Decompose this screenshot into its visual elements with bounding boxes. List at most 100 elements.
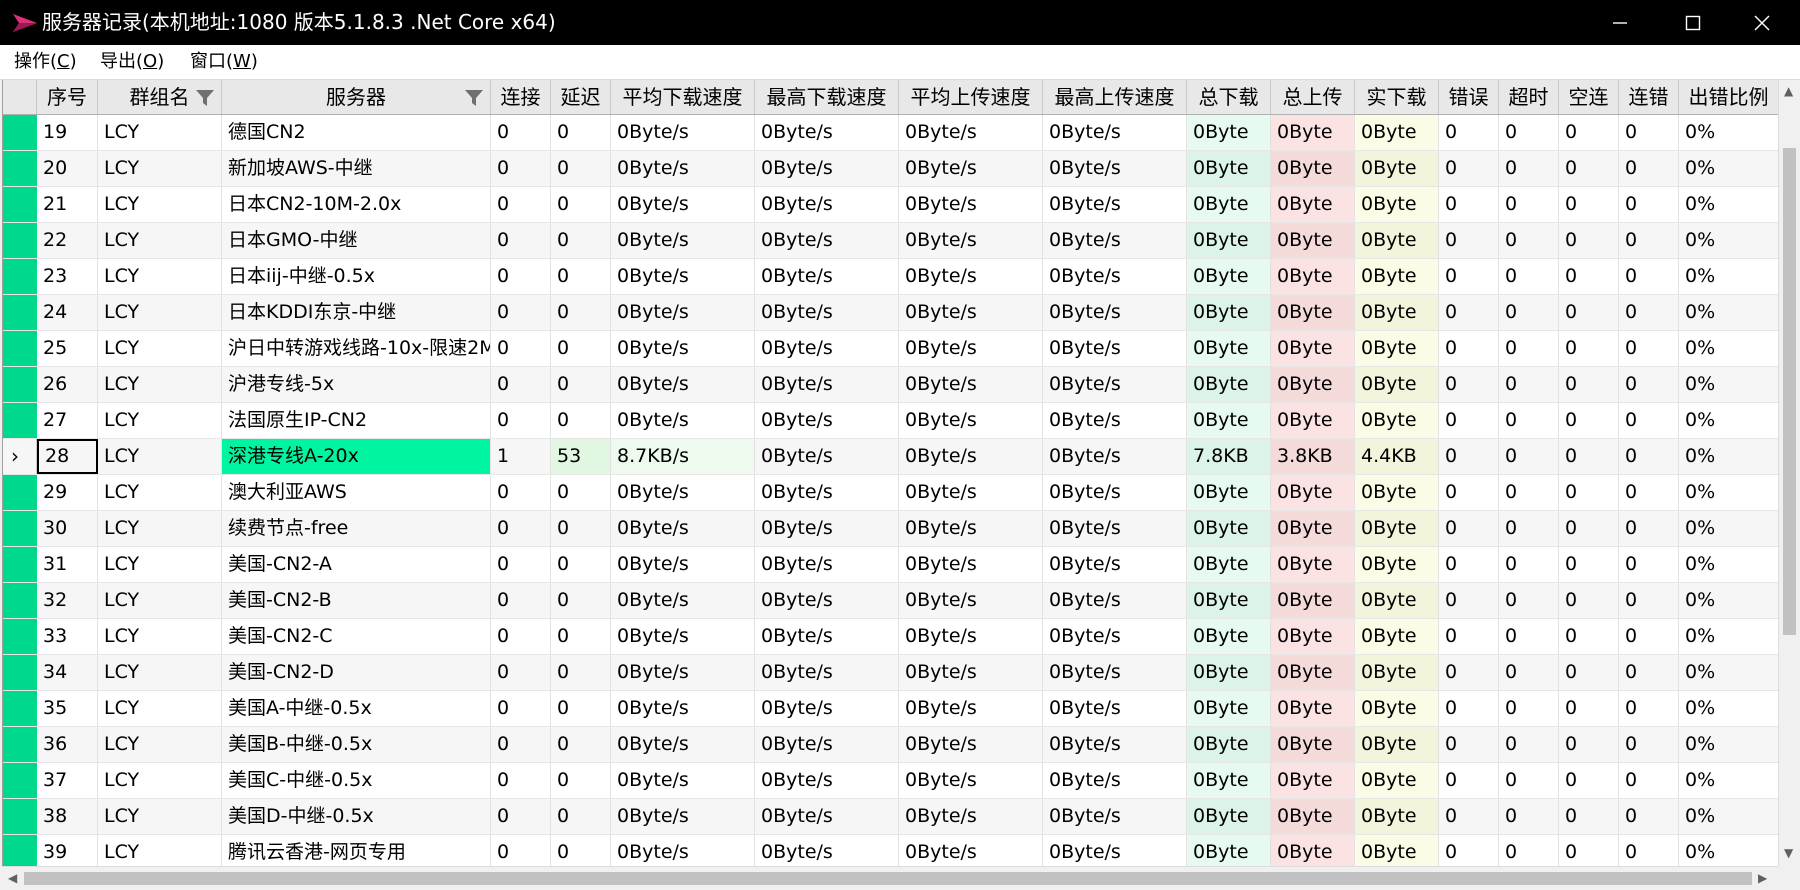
cell-error-ratio[interactable]: 0%	[1679, 835, 1779, 866]
cell-avg-download[interactable]: 0Byte/s	[611, 511, 755, 546]
cell-max-upload[interactable]: 0Byte/s	[1043, 223, 1187, 258]
cell-server[interactable]: 美国-CN2-C	[222, 619, 491, 654]
cell-connections[interactable]: 0	[491, 187, 551, 222]
cell-real-download[interactable]: 0Byte	[1355, 295, 1439, 330]
cell-delay[interactable]: 0	[551, 475, 611, 510]
cell-delay[interactable]: 0	[551, 691, 611, 726]
column-header-connections[interactable]: 连接	[491, 80, 551, 114]
cell-timeouts[interactable]: 0	[1499, 223, 1559, 258]
cell-group[interactable]: LCY	[98, 403, 222, 438]
cell-max-download[interactable]: 0Byte/s	[755, 511, 899, 546]
cell-timeouts[interactable]: 0	[1499, 691, 1559, 726]
cell-avg-download[interactable]: 0Byte/s	[611, 295, 755, 330]
cell-server[interactable]: 日本iij-中继-0.5x	[222, 259, 491, 294]
table-row[interactable]: 25 LCY 沪日中转游戏线路-10x-限速2M 0 0 0Byte/s 0Byte/s 0B…	[3, 331, 1779, 367]
table-row[interactable]: 35 LCY 美国A-中继-0.5x 0 0 0Byte/s 0Byte/s 0Byte/s 0…	[3, 691, 1779, 727]
cell-delay[interactable]: 0	[551, 835, 611, 866]
cell-empty-conn[interactable]: 0	[1559, 403, 1619, 438]
cell-timeouts[interactable]: 0	[1499, 799, 1559, 834]
cell-real-download[interactable]: 0Byte	[1355, 691, 1439, 726]
cell-total-download[interactable]: 0Byte	[1187, 619, 1271, 654]
cell-id[interactable]: 19	[37, 115, 98, 150]
cell-id[interactable]: 36	[37, 727, 98, 762]
scroll-up-icon[interactable]: ▲	[1784, 84, 1794, 98]
cell-max-upload[interactable]: 0Byte/s	[1043, 799, 1187, 834]
cell-conn-errors[interactable]: 0	[1619, 367, 1679, 402]
cell-avg-upload[interactable]: 0Byte/s	[899, 799, 1043, 834]
cell-errors[interactable]: 0	[1439, 367, 1499, 402]
cell-errors[interactable]: 0	[1439, 583, 1499, 618]
cell-conn-errors[interactable]: 0	[1619, 151, 1679, 186]
cell-avg-download[interactable]: 0Byte/s	[611, 259, 755, 294]
vertical-scrollbar[interactable]: ▲ ▼	[1778, 80, 1800, 866]
cell-max-download[interactable]: 0Byte/s	[755, 619, 899, 654]
column-header-timeouts[interactable]: 超时	[1499, 80, 1559, 114]
cell-timeouts[interactable]: 0	[1499, 511, 1559, 546]
cell-conn-errors[interactable]: 0	[1619, 583, 1679, 618]
cell-error-ratio[interactable]: 0%	[1679, 763, 1779, 798]
cell-server[interactable]: 美国-CN2-A	[222, 547, 491, 582]
cell-real-download[interactable]: 0Byte	[1355, 763, 1439, 798]
cell-connections[interactable]: 1	[491, 439, 551, 474]
cell-timeouts[interactable]: 0	[1499, 619, 1559, 654]
cell-error-ratio[interactable]: 0%	[1679, 547, 1779, 582]
cell-id[interactable]: 35	[37, 691, 98, 726]
cell-total-download[interactable]: 0Byte	[1187, 727, 1271, 762]
cell-group[interactable]: LCY	[98, 439, 222, 474]
cell-avg-upload[interactable]: 0Byte/s	[899, 367, 1043, 402]
row-indicator[interactable]	[3, 799, 37, 834]
cell-connections[interactable]: 0	[491, 259, 551, 294]
cell-delay[interactable]: 0	[551, 331, 611, 366]
cell-timeouts[interactable]: 0	[1499, 655, 1559, 690]
cell-group[interactable]: LCY	[98, 259, 222, 294]
cell-delay[interactable]: 0	[551, 115, 611, 150]
cell-server[interactable]: 日本KDDI东京-中继	[222, 295, 491, 330]
cell-error-ratio[interactable]: 0%	[1679, 331, 1779, 366]
row-indicator[interactable]	[3, 511, 37, 546]
cell-conn-errors[interactable]: 0	[1619, 259, 1679, 294]
cell-empty-conn[interactable]: 0	[1559, 295, 1619, 330]
cell-conn-errors[interactable]: 0	[1619, 187, 1679, 222]
vertical-scroll-thumb[interactable]	[1783, 148, 1796, 635]
cell-total-download[interactable]: 0Byte	[1187, 187, 1271, 222]
cell-conn-errors[interactable]: 0	[1619, 115, 1679, 150]
cell-conn-errors[interactable]: 0	[1619, 655, 1679, 690]
cell-errors[interactable]: 0	[1439, 223, 1499, 258]
cell-max-upload[interactable]: 0Byte/s	[1043, 151, 1187, 186]
cell-server[interactable]: 深港专线A-20x	[222, 439, 491, 474]
cell-error-ratio[interactable]: 0%	[1679, 475, 1779, 510]
cell-max-download[interactable]: 0Byte/s	[755, 799, 899, 834]
cell-empty-conn[interactable]: 0	[1559, 259, 1619, 294]
column-header-max-download[interactable]: 最高下载速度	[755, 80, 899, 114]
column-header-server[interactable]: 服务器	[222, 80, 491, 114]
cell-conn-errors[interactable]: 0	[1619, 439, 1679, 474]
column-header-real-download[interactable]: 实下载	[1355, 80, 1439, 114]
cell-group[interactable]: LCY	[98, 223, 222, 258]
cell-errors[interactable]: 0	[1439, 115, 1499, 150]
cell-errors[interactable]: 0	[1439, 835, 1499, 866]
cell-avg-upload[interactable]: 0Byte/s	[899, 115, 1043, 150]
cell-empty-conn[interactable]: 0	[1559, 151, 1619, 186]
cell-id[interactable]: 20	[37, 151, 98, 186]
cell-avg-download[interactable]: 0Byte/s	[611, 547, 755, 582]
cell-connections[interactable]: 0	[491, 655, 551, 690]
cell-delay[interactable]: 0	[551, 727, 611, 762]
cell-connections[interactable]: 0	[491, 511, 551, 546]
table-row[interactable]: 38 LCY 美国D-中继-0.5x 0 0 0Byte/s 0Byte/s 0Byte/s 0…	[3, 799, 1779, 835]
cell-server[interactable]: 美国-CN2-D	[222, 655, 491, 690]
minimize-button[interactable]	[1580, 0, 1660, 45]
cell-errors[interactable]: 0	[1439, 619, 1499, 654]
menu-window[interactable]: 窗口(W)	[190, 51, 258, 72]
cell-conn-errors[interactable]: 0	[1619, 331, 1679, 366]
cell-avg-download[interactable]: 0Byte/s	[611, 583, 755, 618]
cell-max-download[interactable]: 0Byte/s	[755, 691, 899, 726]
cell-delay[interactable]: 0	[551, 151, 611, 186]
cell-max-download[interactable]: 0Byte/s	[755, 439, 899, 474]
cell-server[interactable]: 腾讯云香港-网页专用	[222, 835, 491, 866]
cell-empty-conn[interactable]: 0	[1559, 835, 1619, 866]
cell-connections[interactable]: 0	[491, 475, 551, 510]
cell-empty-conn[interactable]: 0	[1559, 691, 1619, 726]
cell-delay[interactable]: 53	[551, 439, 611, 474]
close-button[interactable]	[1722, 0, 1800, 45]
cell-conn-errors[interactable]: 0	[1619, 799, 1679, 834]
